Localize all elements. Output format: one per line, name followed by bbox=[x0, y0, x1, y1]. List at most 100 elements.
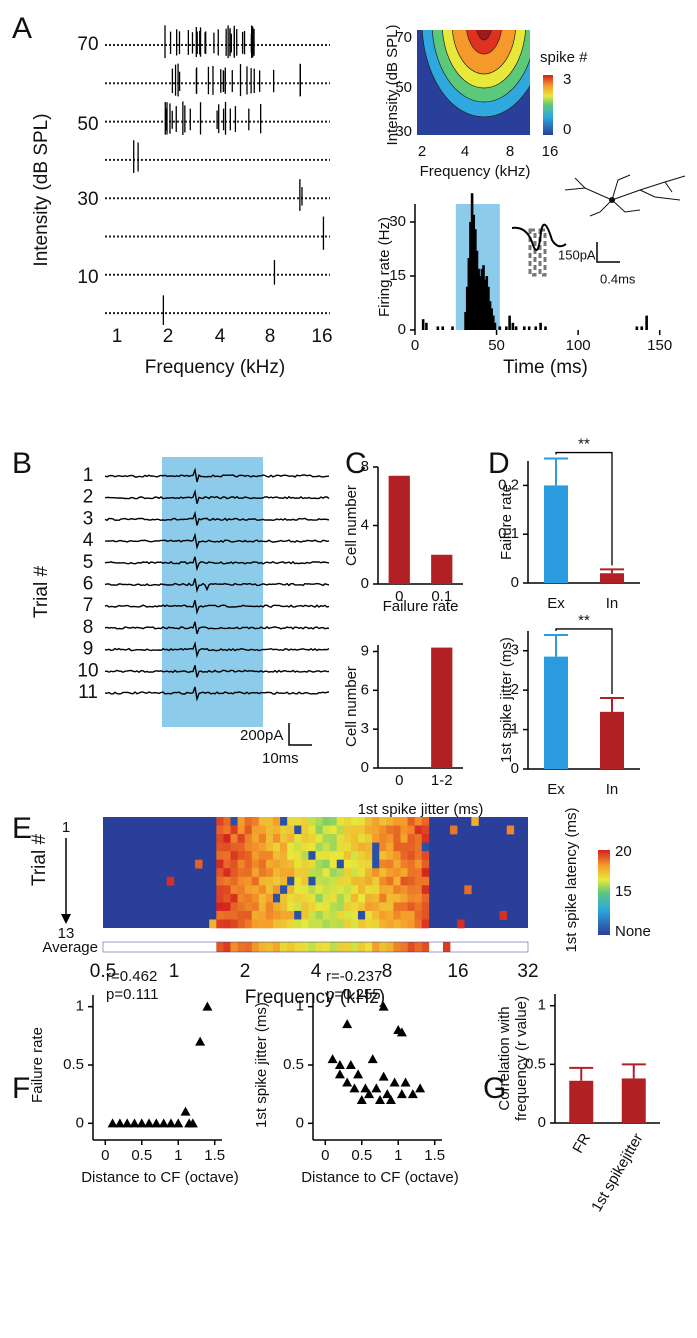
x-tick-label: 16 bbox=[311, 326, 332, 347]
trial-label: 6 bbox=[83, 574, 94, 595]
latency-cell bbox=[287, 942, 295, 952]
trial-label: 2 bbox=[83, 487, 94, 508]
latency-cell bbox=[251, 817, 260, 826]
latency-cell bbox=[336, 859, 345, 869]
scale-bar bbox=[288, 723, 312, 746]
soma bbox=[609, 197, 615, 203]
latency-cell bbox=[230, 919, 238, 929]
latency-cell bbox=[294, 910, 302, 920]
latency-cell bbox=[216, 868, 224, 878]
latency-cell bbox=[336, 876, 345, 886]
error-bar bbox=[600, 697, 624, 712]
y-tick-label: 1 bbox=[538, 997, 546, 1014]
latency-cell bbox=[343, 851, 352, 860]
latency-cell bbox=[336, 868, 345, 878]
point bbox=[345, 1060, 356, 1069]
latency-cell bbox=[322, 825, 330, 835]
latency-cell bbox=[237, 876, 245, 886]
latency-cell bbox=[230, 859, 238, 869]
scale-label: 200pA bbox=[240, 727, 283, 744]
latency-cell bbox=[372, 885, 380, 895]
bar bbox=[469, 222, 472, 330]
latency-cell bbox=[372, 842, 380, 852]
latency-cell bbox=[315, 885, 323, 895]
latency-cell bbox=[280, 817, 288, 826]
scale-bar bbox=[596, 242, 620, 263]
latency-cell bbox=[379, 868, 387, 878]
trial-first: 1 bbox=[62, 819, 70, 836]
latency-cell bbox=[251, 842, 260, 852]
latency-cell bbox=[216, 876, 224, 886]
latency-cell bbox=[400, 885, 408, 895]
bar bbox=[483, 279, 487, 330]
latency-cell bbox=[244, 851, 253, 860]
latency-cell bbox=[358, 910, 366, 920]
x-tick-label: 0.5 bbox=[351, 1147, 372, 1164]
latency-cell bbox=[237, 910, 245, 920]
point bbox=[360, 1083, 371, 1093]
latency-cell bbox=[386, 842, 394, 852]
trial-label: 11 bbox=[78, 682, 98, 703]
latency-cell bbox=[414, 902, 423, 912]
latency-cell bbox=[280, 851, 288, 860]
latency-cell bbox=[251, 859, 260, 869]
y-tick-label: 0 bbox=[361, 759, 369, 776]
latency-cell bbox=[379, 919, 387, 929]
latency-cell bbox=[336, 910, 345, 920]
annotation: p=0.111 bbox=[106, 986, 158, 1003]
latency-cell bbox=[322, 893, 330, 903]
latency-cell bbox=[265, 834, 274, 843]
dendrite bbox=[574, 177, 586, 189]
panel-letter: D bbox=[488, 447, 510, 480]
latency-cell bbox=[336, 817, 345, 826]
latency-cell bbox=[386, 885, 394, 895]
point bbox=[371, 1083, 382, 1093]
latency-cell bbox=[280, 910, 288, 920]
latency-cell bbox=[251, 942, 260, 952]
latency-cell bbox=[244, 825, 253, 835]
latency-cell bbox=[336, 919, 345, 929]
latency-cell bbox=[280, 876, 288, 886]
latency-cell bbox=[280, 942, 288, 952]
significance-bracket bbox=[555, 451, 613, 566]
trial-last: 13 bbox=[58, 925, 75, 942]
significance: ** bbox=[578, 612, 590, 629]
latency-cell bbox=[407, 885, 415, 895]
point bbox=[180, 1106, 191, 1116]
trial-label: 9 bbox=[83, 639, 94, 660]
spike-waveform bbox=[511, 223, 567, 251]
latency-cell bbox=[294, 902, 302, 912]
latency-cell bbox=[258, 868, 267, 878]
latency-cell bbox=[336, 825, 345, 835]
latency-cell bbox=[443, 942, 451, 952]
trial-label: 4 bbox=[83, 530, 94, 551]
point bbox=[114, 1118, 125, 1128]
latency-cell bbox=[223, 868, 231, 878]
trial-label: 3 bbox=[83, 508, 94, 529]
latency-cell bbox=[258, 851, 267, 860]
latency-cell bbox=[258, 902, 267, 912]
point bbox=[136, 1118, 147, 1128]
latency-cell bbox=[379, 834, 387, 843]
latency-cell bbox=[393, 910, 401, 920]
latency-cell bbox=[223, 942, 231, 952]
latency-cell bbox=[336, 942, 345, 952]
latency-cell bbox=[414, 942, 423, 952]
point bbox=[385, 1095, 396, 1104]
latency-cell bbox=[280, 842, 288, 852]
latency-cell bbox=[244, 868, 253, 878]
point bbox=[334, 1069, 345, 1079]
latency-cell bbox=[350, 876, 359, 886]
latency-cell bbox=[393, 893, 401, 903]
latency-cell bbox=[315, 868, 323, 878]
latency-cell bbox=[350, 859, 359, 869]
latency-cell bbox=[265, 817, 274, 826]
latency-cell bbox=[251, 851, 260, 860]
latency-cell bbox=[216, 834, 224, 843]
bar bbox=[600, 573, 624, 583]
bar bbox=[431, 647, 453, 768]
bar bbox=[480, 268, 484, 330]
y-tick-label: 0.5 bbox=[283, 1056, 304, 1073]
latency-cell bbox=[244, 885, 253, 895]
latency-cell bbox=[223, 902, 231, 912]
